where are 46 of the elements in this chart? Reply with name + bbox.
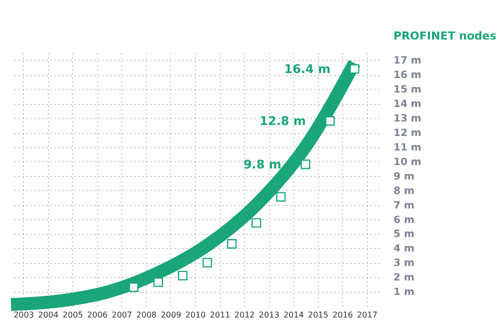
- point: [153, 277, 163, 287]
- point: [276, 192, 286, 202]
- y-tick-label: 7 m: [394, 200, 414, 212]
- y-tick-label: 5 m: [394, 229, 414, 240]
- x-tick-label: 2007: [112, 310, 132, 320]
- data-label: 16.4 m: [284, 62, 330, 76]
- x-tick-label: 2005: [62, 310, 84, 320]
- x-tick-label: 2015: [308, 310, 328, 320]
- y-tick-label: 9 m: [394, 171, 414, 182]
- x-tick-label: 2016: [332, 310, 353, 320]
- y-tick-label: 14 m: [394, 99, 422, 110]
- data-label: 9.8 m: [243, 157, 282, 172]
- x-tick-label: 2013: [258, 310, 280, 320]
- point: [178, 270, 188, 280]
- y-tick-label: 10 m: [394, 156, 422, 168]
- point: [325, 116, 335, 126]
- point: [252, 218, 262, 228]
- y-tick-label: 8 m: [394, 186, 414, 197]
- x-tick-label: 2010: [185, 310, 206, 320]
- y-tick-label: 6 m: [394, 214, 414, 226]
- y-tick-label: 11 m: [394, 142, 422, 154]
- y-tick-label: 2 m: [394, 272, 414, 284]
- x-tick-label: 2017: [357, 310, 378, 320]
- x-tick-label: 2012: [234, 310, 255, 320]
- point: [128, 282, 138, 292]
- x-tick-label: 2003: [14, 310, 34, 320]
- y-tick-label: 12 m: [394, 128, 422, 140]
- point: [350, 64, 360, 74]
- x-tick-label: 2011: [210, 310, 230, 320]
- y-tick-label: 13 m: [394, 114, 422, 125]
- x-tick-label: 2004: [38, 310, 58, 320]
- data-label: 12.8 m: [260, 114, 306, 128]
- point: [202, 258, 212, 268]
- y-tick-label: 1 m: [394, 287, 414, 298]
- x-tick-label: 2008: [136, 310, 157, 320]
- x-tick-label: 2014: [283, 310, 304, 320]
- x-tick-label: 2006: [87, 310, 108, 320]
- y-tick-label: 15 m: [394, 84, 422, 96]
- y-tick-label: 16 m: [394, 70, 422, 82]
- y-axis-title: PROFINET nodes: [394, 30, 497, 42]
- x-tick-label: 2009: [160, 310, 182, 320]
- y-tick-label: 4 m: [394, 244, 414, 255]
- y-tick-label: 3 m: [394, 258, 414, 270]
- y-tick-label: 17 m: [394, 56, 422, 67]
- point: [227, 239, 237, 249]
- point: [300, 160, 310, 170]
